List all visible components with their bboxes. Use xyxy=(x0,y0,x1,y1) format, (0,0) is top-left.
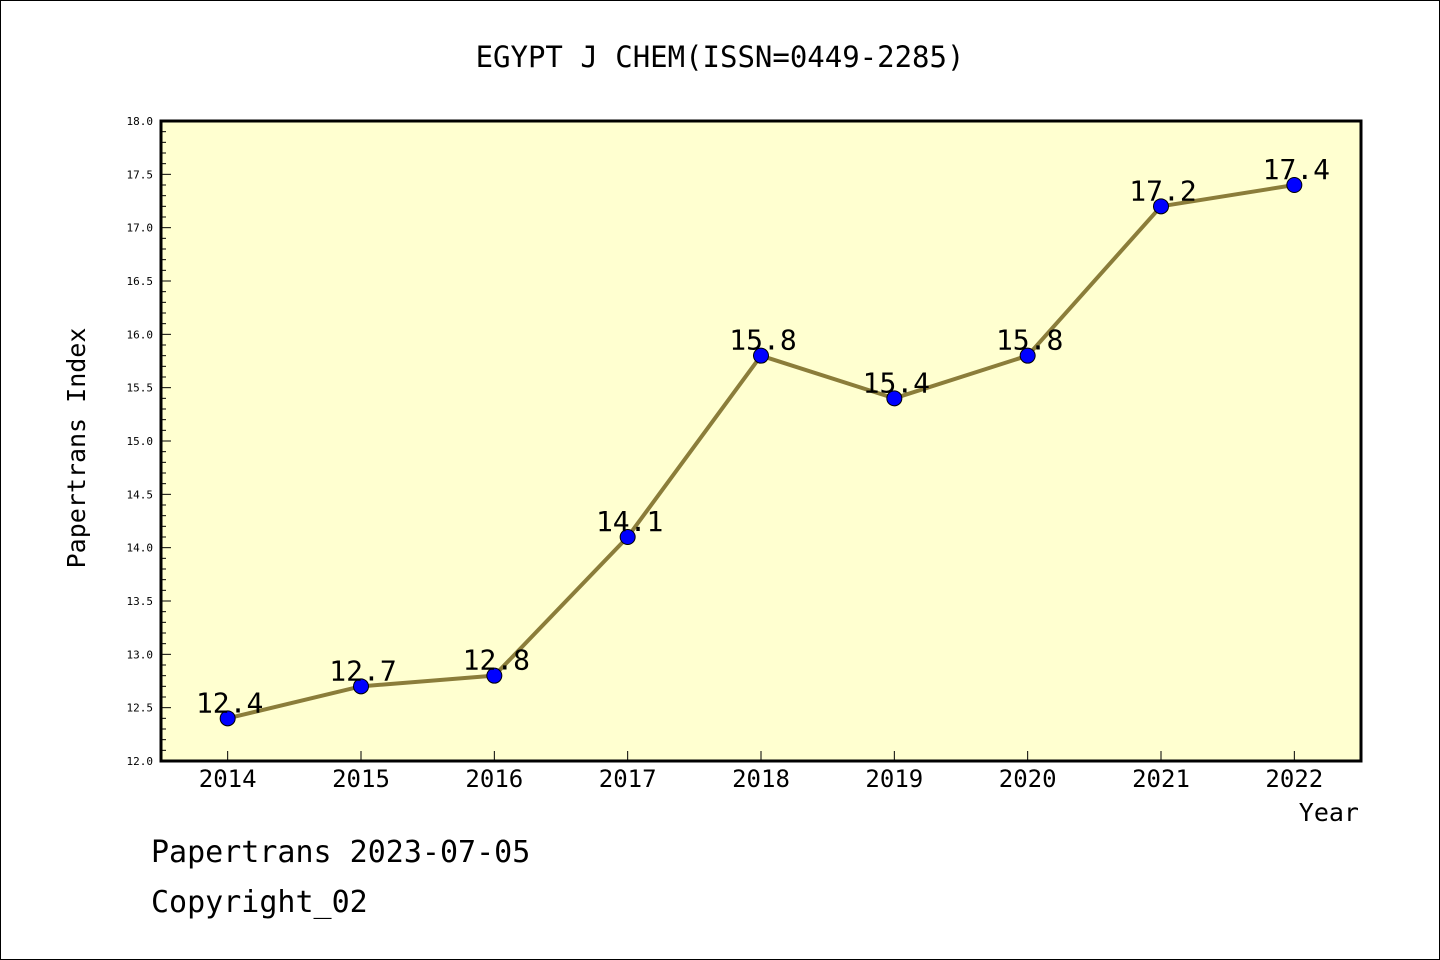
data-point xyxy=(486,667,503,684)
x-tick-label: 2016 xyxy=(465,765,523,793)
data-point xyxy=(1019,347,1036,364)
data-point xyxy=(1286,177,1303,193)
y-tick-label: 15.0 xyxy=(127,435,154,448)
y-axis: 12.0 12.5 13.0 13.5 14.0 14.5 15.0 15.5 16.0 16.5… xyxy=(127,115,171,768)
y-tick-label: 12.5 xyxy=(127,702,154,715)
data-point xyxy=(886,390,903,407)
y-tick-label: 16.0 xyxy=(127,328,154,341)
y-tick-label: 17.5 xyxy=(127,168,154,181)
data-label: 12.8 xyxy=(463,644,530,677)
data-label: 12.4 xyxy=(196,686,263,719)
data-label: 15.8 xyxy=(996,324,1063,357)
x-tick-label: 2020 xyxy=(999,765,1057,793)
y-tick-label: 17.0 xyxy=(127,222,154,235)
y-tick-label: 14.0 xyxy=(127,542,154,555)
data-label: 15.8 xyxy=(729,324,796,357)
y-tick-label: 16.5 xyxy=(127,275,154,288)
x-tick-label: 2015 xyxy=(332,765,390,793)
y-tick-label: 13.5 xyxy=(127,595,154,608)
footer-copyright: Copyright_02 xyxy=(151,885,368,920)
series-group: 12.4 12.7 12.8 14.1 15.8 15.4 15.8 17.2 17.4 xyxy=(196,153,1330,727)
data-point xyxy=(1153,198,1169,215)
x-tick-label: 2022 xyxy=(1265,765,1323,793)
data-point xyxy=(753,347,769,364)
y-tick-label: 18.0 xyxy=(127,115,154,128)
data-label: 14.1 xyxy=(596,505,663,538)
y-tick-label: 12.0 xyxy=(127,755,154,768)
x-axis-label: Year xyxy=(1299,798,1359,827)
data-label: 15.4 xyxy=(863,366,930,399)
plot-area xyxy=(159,119,1363,763)
x-axis: 2014 2015 2016 2017 2018 2019 2020 2021 2022 xyxy=(199,751,1323,793)
data-point xyxy=(353,678,369,695)
y-tick-label: 14.5 xyxy=(127,488,154,501)
y-tick-label: 13.0 xyxy=(127,648,154,661)
data-point xyxy=(219,710,236,727)
x-tick-label: 2021 xyxy=(1132,765,1190,793)
chart-title: EGYPT J CHEM(ISSN=0449-2285) xyxy=(476,40,965,74)
x-tick-label: 2018 xyxy=(732,765,790,793)
x-tick-label: 2014 xyxy=(199,765,257,793)
data-label: 17.2 xyxy=(1129,174,1196,207)
y-axis-label: Papertrans Index xyxy=(62,328,91,569)
y-tick-label: 15.5 xyxy=(127,382,154,395)
data-label: 17.4 xyxy=(1263,153,1330,186)
x-tick-label: 2019 xyxy=(865,765,923,793)
data-point xyxy=(619,529,636,545)
data-label: 12.7 xyxy=(329,654,396,687)
x-tick-label: 2017 xyxy=(599,765,657,793)
footer-date: Papertrans 2023-07-05 xyxy=(151,835,531,870)
